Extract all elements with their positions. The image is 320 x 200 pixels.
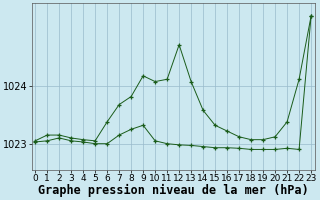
X-axis label: Graphe pression niveau de la mer (hPa): Graphe pression niveau de la mer (hPa) [38, 184, 308, 197]
